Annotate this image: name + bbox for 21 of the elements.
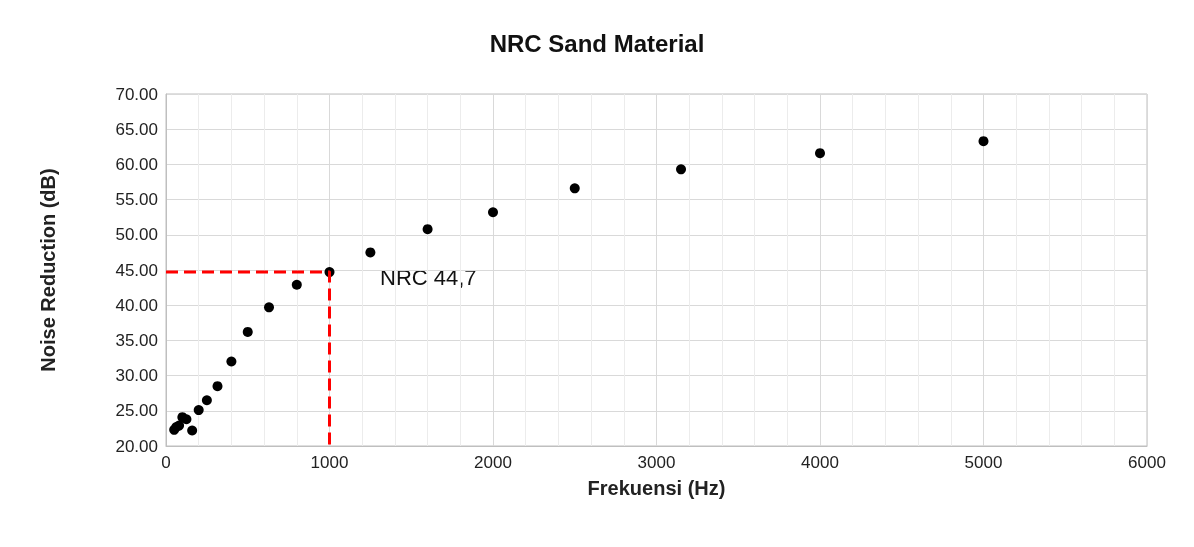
x-tick-label: 1000 <box>310 453 349 472</box>
y-tick-label: 55.00 <box>115 190 158 210</box>
chart-title: NRC Sand Material <box>489 29 705 57</box>
x-axis-title: Frekuensi (Hz) <box>587 477 726 499</box>
x-tick-label: 4000 <box>801 453 839 472</box>
x-tick-label: 0 <box>161 453 171 472</box>
y-tick-label: 30.00 <box>115 366 158 386</box>
y-tick-label: 25.00 <box>115 401 158 421</box>
y-axis-title: Noise Reduction (dB) <box>37 168 59 372</box>
y-tick-label: 70.00 <box>115 84 158 104</box>
y-tick-label: 40.00 <box>115 295 158 315</box>
y-tick-label: 45.00 <box>115 260 158 280</box>
y-tick-label: 65.00 <box>115 119 158 139</box>
y-tick-label: 50.00 <box>115 225 158 245</box>
x-tick-label: 3000 <box>637 453 676 472</box>
y-tick-label: 60.00 <box>115 154 158 174</box>
x-tick-label: 5000 <box>964 453 1003 472</box>
x-tick-label: 6000 <box>1128 453 1166 472</box>
y-tick-label: 20.00 <box>115 436 158 456</box>
x-tick-label: 2000 <box>474 453 512 472</box>
y-tick-label: 35.00 <box>115 330 158 350</box>
